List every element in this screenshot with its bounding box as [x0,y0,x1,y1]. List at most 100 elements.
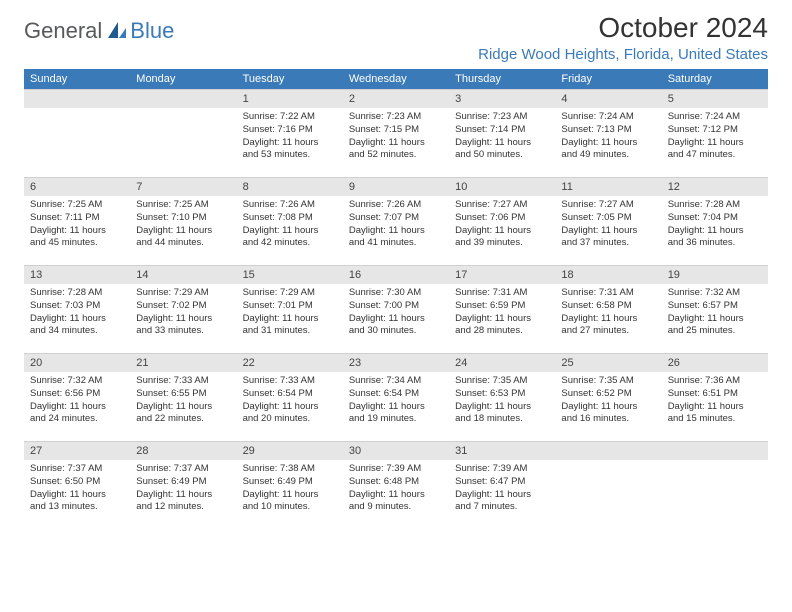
weekday-header: Thursday [449,69,555,89]
weekday-header: Sunday [24,69,130,89]
calendar-day-cell: 29Sunrise: 7:38 AMSunset: 6:49 PMDayligh… [237,441,343,529]
header: General Blue October 2024 Ridge Wood Hei… [24,12,768,63]
day-content: Sunrise: 7:39 AMSunset: 6:47 PMDaylight:… [449,460,555,520]
calendar-day-cell: 7Sunrise: 7:25 AMSunset: 7:10 PMDaylight… [130,177,236,265]
day-content: Sunrise: 7:28 AMSunset: 7:03 PMDaylight:… [24,284,130,344]
calendar-empty-cell [662,441,768,529]
weekday-header: Saturday [662,69,768,89]
day-content: Sunrise: 7:25 AMSunset: 7:10 PMDaylight:… [130,196,236,256]
weekday-header: Wednesday [343,69,449,89]
calendar-day-cell: 31Sunrise: 7:39 AMSunset: 6:47 PMDayligh… [449,441,555,529]
title-block: October 2024 Ridge Wood Heights, Florida… [478,12,768,63]
day-number: 14 [130,265,236,284]
calendar-empty-cell [24,89,130,177]
calendar-table: SundayMondayTuesdayWednesdayThursdayFrid… [24,69,768,529]
calendar-day-cell: 28Sunrise: 7:37 AMSunset: 6:49 PMDayligh… [130,441,236,529]
logo: General Blue [24,12,174,44]
day-number: 10 [449,177,555,196]
day-number: 28 [130,441,236,460]
day-number: 27 [24,441,130,460]
location: Ridge Wood Heights, Florida, United Stat… [478,46,768,63]
day-content: Sunrise: 7:29 AMSunset: 7:01 PMDaylight:… [237,284,343,344]
calendar-day-cell: 30Sunrise: 7:39 AMSunset: 6:48 PMDayligh… [343,441,449,529]
calendar-day-cell: 4Sunrise: 7:24 AMSunset: 7:13 PMDaylight… [555,89,661,177]
calendar-row: 27Sunrise: 7:37 AMSunset: 6:50 PMDayligh… [24,441,768,529]
day-content: Sunrise: 7:35 AMSunset: 6:53 PMDaylight:… [449,372,555,432]
calendar-row: 13Sunrise: 7:28 AMSunset: 7:03 PMDayligh… [24,265,768,353]
calendar-day-cell: 11Sunrise: 7:27 AMSunset: 7:05 PMDayligh… [555,177,661,265]
day-content: Sunrise: 7:32 AMSunset: 6:57 PMDaylight:… [662,284,768,344]
calendar-day-cell: 26Sunrise: 7:36 AMSunset: 6:51 PMDayligh… [662,353,768,441]
day-number: 12 [662,177,768,196]
day-content: Sunrise: 7:27 AMSunset: 7:06 PMDaylight:… [449,196,555,256]
day-number: 23 [343,353,449,372]
weekday-header-row: SundayMondayTuesdayWednesdayThursdayFrid… [24,69,768,89]
day-number: 2 [343,89,449,108]
logo-word-blue: Blue [130,18,174,44]
day-content: Sunrise: 7:31 AMSunset: 6:58 PMDaylight:… [555,284,661,344]
day-content: Sunrise: 7:32 AMSunset: 6:56 PMDaylight:… [24,372,130,432]
calendar-day-cell: 17Sunrise: 7:31 AMSunset: 6:59 PMDayligh… [449,265,555,353]
month-title: October 2024 [478,12,768,44]
calendar-day-cell: 8Sunrise: 7:26 AMSunset: 7:08 PMDaylight… [237,177,343,265]
day-number: 13 [24,265,130,284]
day-number: 7 [130,177,236,196]
calendar-row: 6Sunrise: 7:25 AMSunset: 7:11 PMDaylight… [24,177,768,265]
day-number [555,441,661,460]
calendar-day-cell: 9Sunrise: 7:26 AMSunset: 7:07 PMDaylight… [343,177,449,265]
logo-word-general: General [24,18,102,44]
day-content: Sunrise: 7:35 AMSunset: 6:52 PMDaylight:… [555,372,661,432]
day-content: Sunrise: 7:24 AMSunset: 7:12 PMDaylight:… [662,108,768,168]
calendar-day-cell: 21Sunrise: 7:33 AMSunset: 6:55 PMDayligh… [130,353,236,441]
weekday-header: Friday [555,69,661,89]
day-number: 25 [555,353,661,372]
calendar-day-cell: 1Sunrise: 7:22 AMSunset: 7:16 PMDaylight… [237,89,343,177]
calendar-day-cell: 24Sunrise: 7:35 AMSunset: 6:53 PMDayligh… [449,353,555,441]
calendar-day-cell: 6Sunrise: 7:25 AMSunset: 7:11 PMDaylight… [24,177,130,265]
logo-sail-icon [106,20,128,42]
day-number: 1 [237,89,343,108]
calendar-row: 20Sunrise: 7:32 AMSunset: 6:56 PMDayligh… [24,353,768,441]
day-content: Sunrise: 7:38 AMSunset: 6:49 PMDaylight:… [237,460,343,520]
day-number: 21 [130,353,236,372]
day-content: Sunrise: 7:31 AMSunset: 6:59 PMDaylight:… [449,284,555,344]
day-number: 19 [662,265,768,284]
day-number: 11 [555,177,661,196]
day-content: Sunrise: 7:23 AMSunset: 7:14 PMDaylight:… [449,108,555,168]
day-content: Sunrise: 7:33 AMSunset: 6:55 PMDaylight:… [130,372,236,432]
day-number: 16 [343,265,449,284]
calendar-day-cell: 22Sunrise: 7:33 AMSunset: 6:54 PMDayligh… [237,353,343,441]
day-number: 31 [449,441,555,460]
calendar-day-cell: 14Sunrise: 7:29 AMSunset: 7:02 PMDayligh… [130,265,236,353]
day-content: Sunrise: 7:37 AMSunset: 6:50 PMDaylight:… [24,460,130,520]
day-content: Sunrise: 7:27 AMSunset: 7:05 PMDaylight:… [555,196,661,256]
day-content: Sunrise: 7:33 AMSunset: 6:54 PMDaylight:… [237,372,343,432]
calendar-empty-cell [555,441,661,529]
day-content: Sunrise: 7:30 AMSunset: 7:00 PMDaylight:… [343,284,449,344]
calendar-day-cell: 16Sunrise: 7:30 AMSunset: 7:00 PMDayligh… [343,265,449,353]
day-number [24,89,130,108]
day-number: 9 [343,177,449,196]
day-number: 20 [24,353,130,372]
calendar-day-cell: 2Sunrise: 7:23 AMSunset: 7:15 PMDaylight… [343,89,449,177]
day-number: 3 [449,89,555,108]
day-content: Sunrise: 7:26 AMSunset: 7:07 PMDaylight:… [343,196,449,256]
day-number [662,441,768,460]
day-number: 26 [662,353,768,372]
calendar-day-cell: 25Sunrise: 7:35 AMSunset: 6:52 PMDayligh… [555,353,661,441]
day-number: 15 [237,265,343,284]
weekday-header: Tuesday [237,69,343,89]
day-number: 6 [24,177,130,196]
day-content: Sunrise: 7:24 AMSunset: 7:13 PMDaylight:… [555,108,661,168]
calendar-day-cell: 15Sunrise: 7:29 AMSunset: 7:01 PMDayligh… [237,265,343,353]
day-number: 17 [449,265,555,284]
day-content: Sunrise: 7:36 AMSunset: 6:51 PMDaylight:… [662,372,768,432]
weekday-header: Monday [130,69,236,89]
calendar-day-cell: 12Sunrise: 7:28 AMSunset: 7:04 PMDayligh… [662,177,768,265]
day-number: 22 [237,353,343,372]
calendar-day-cell: 13Sunrise: 7:28 AMSunset: 7:03 PMDayligh… [24,265,130,353]
day-number [130,89,236,108]
calendar-row: 1Sunrise: 7:22 AMSunset: 7:16 PMDaylight… [24,89,768,177]
day-content: Sunrise: 7:29 AMSunset: 7:02 PMDaylight:… [130,284,236,344]
day-content: Sunrise: 7:39 AMSunset: 6:48 PMDaylight:… [343,460,449,520]
